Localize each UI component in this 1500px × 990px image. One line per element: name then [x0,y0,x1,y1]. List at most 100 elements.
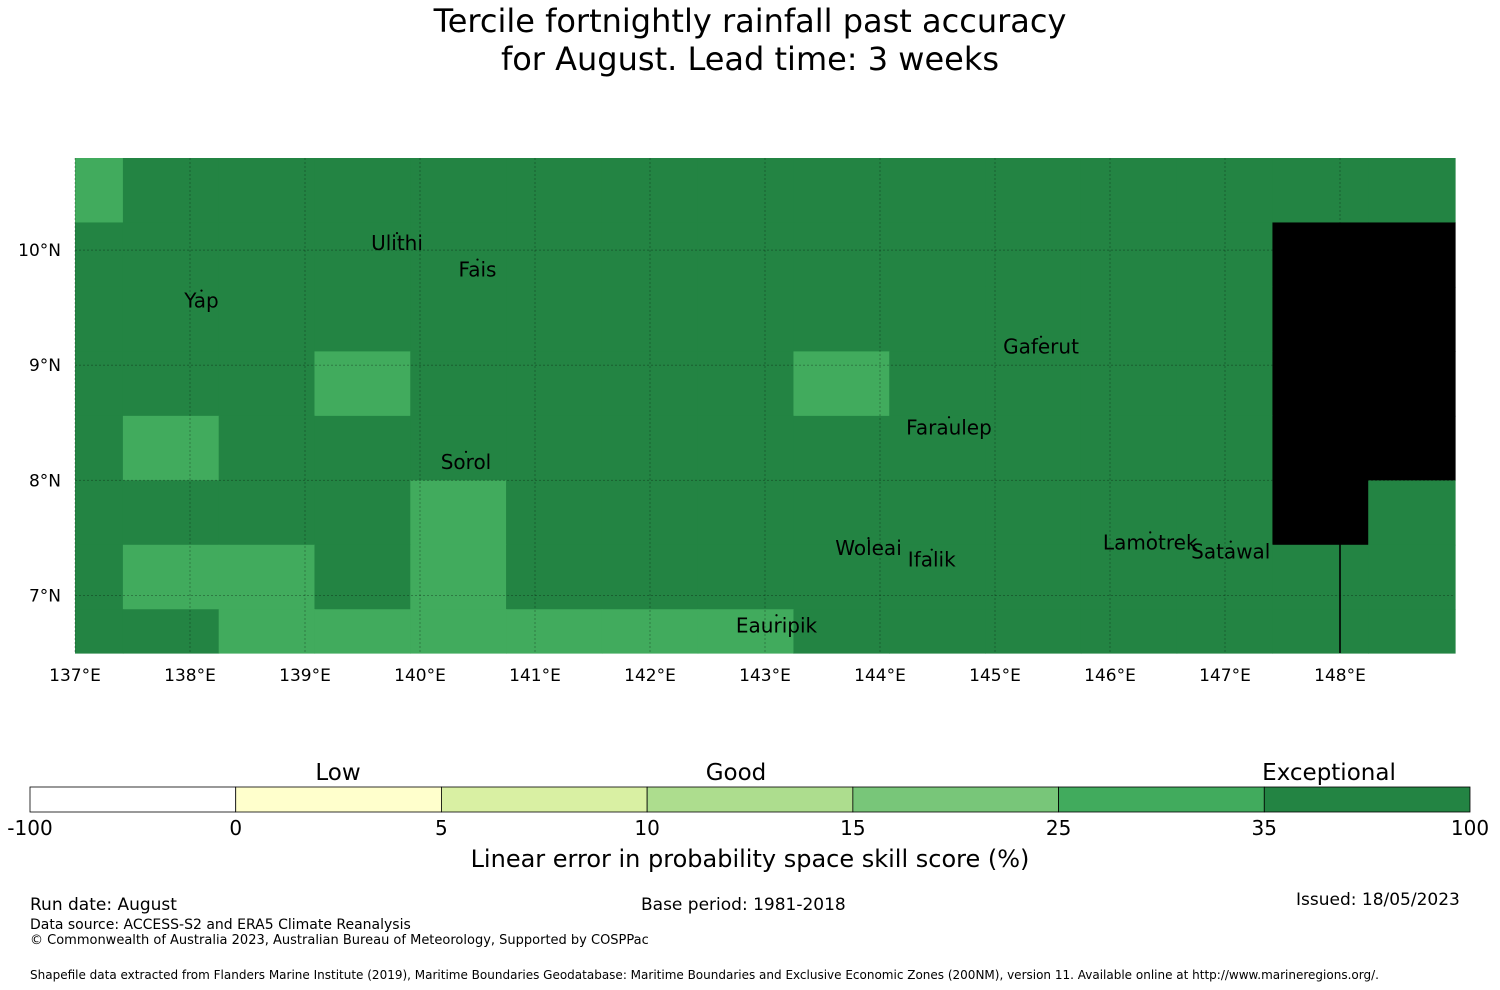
grid-cell [122,609,220,654]
grid-cell [314,351,411,417]
colorbar-category-good: Good [705,760,767,786]
colorbar-tick-label: 0 [229,816,242,840]
longitude-tick-label: 141°E [509,666,561,686]
longitude-tick-label: 137°E [49,666,101,686]
grid-cell [601,544,699,610]
grid-cell [1080,158,1178,224]
grid-cell [410,222,507,288]
grid-cell [793,158,890,224]
grid-cell [314,480,411,546]
place-label: Lamotrek [1103,530,1198,554]
grid-cell [122,480,220,546]
place-label: Gaferut [1003,335,1079,359]
island-marker [775,614,778,617]
grid-cell [506,286,603,352]
grid-cell [889,609,986,654]
grid-cell [75,544,124,610]
colorbar-category-exceptional: Exceptional [1262,760,1396,786]
grid-cell [122,158,220,224]
grid-cell [793,415,890,481]
colorbar-category-low: Low [315,760,361,786]
island-marker [1039,335,1043,338]
chart-title: Tercile fortnightly rainfall past accura… [0,2,1500,78]
island-marker [1229,540,1232,543]
grid-cell [889,351,986,417]
island-marker [867,537,870,540]
grid-cell [410,544,507,610]
grid-cell [314,544,411,610]
grid-cell [218,480,316,546]
grid-cell [410,480,507,546]
colorbar-bin [646,786,854,813]
grid-cell [506,415,603,481]
colorbar-tick-label: 10 [634,816,659,840]
shapefile-credit: Shapefile data extracted from Flanders M… [30,968,1379,982]
colorbar-label: Linear error in probability space skill … [470,845,1030,873]
place-label: Ulithi [371,231,423,255]
grid-cell [697,544,795,610]
grid-cell [889,415,986,481]
title-line-1: Tercile fortnightly rainfall past accura… [433,2,1067,40]
grid-cell [506,544,603,610]
grid-cell [889,544,986,610]
longitude-tick-label: 147°E [1199,666,1251,686]
place-label: Ifalik [908,548,956,572]
grid-cell [1368,544,1456,610]
colorbar-bin [29,786,237,813]
grid-cell [1368,351,1456,417]
grid-cell [985,609,1082,654]
grid-cell [506,158,603,224]
grid-cell [1080,544,1178,610]
place-label: Eauripik [736,613,818,637]
island-marker [930,548,933,551]
place-label: Woleai [835,536,902,560]
grid-cell [1080,351,1178,417]
grid-cell [218,351,316,417]
grid-cell [1272,351,1369,417]
grid-cell [75,351,124,417]
grid-cell [697,480,795,546]
colorbar-tick-label: 25 [1046,816,1071,840]
grid-cell [889,158,986,224]
longitude-tick-label: 140°E [394,666,446,686]
grid-cell [506,351,603,417]
grid-cell [793,480,890,546]
grid-cell [75,415,124,481]
colorbar-tick-label: 5 [435,816,448,840]
grid-cell [793,351,890,417]
longitude-tick-label: 146°E [1084,666,1136,686]
grid-cell [75,286,124,352]
grid-cell [410,609,507,654]
colorbar-bin [235,786,442,813]
grid-cell [985,351,1082,417]
graticule [74,158,1455,653]
longitude-tick-label: 138°E [164,666,216,686]
grid-cell [1272,222,1369,288]
grid-cell [218,415,316,481]
colorbar-bin [1058,786,1265,813]
grid-cell [506,222,603,288]
grid-cell [75,609,124,654]
grid-cell [1176,286,1274,352]
grid-cell [314,415,411,481]
grid-cell [1368,286,1456,352]
longitude-tick-label: 142°E [624,666,676,686]
grid-cell [75,480,124,546]
grid-cell [122,222,220,288]
copyright: © Commonwealth of Australia 2023, Austra… [30,933,649,948]
island-marker [476,258,479,261]
grid-cell [218,609,316,654]
grid-cell [314,222,411,288]
grid-cell [1080,415,1178,481]
base-period: Base period: 1981-2018 [641,895,846,915]
grid-cell [1368,480,1456,546]
grid-cell [1176,351,1274,417]
grid-cell [1080,222,1178,288]
grid-cell [889,286,986,352]
grid-cell [697,158,795,224]
colorbar-bin [441,786,648,813]
grid-cell [218,544,316,610]
grid-cell [1176,544,1274,610]
longitude-tick-label: 145°E [969,666,1021,686]
